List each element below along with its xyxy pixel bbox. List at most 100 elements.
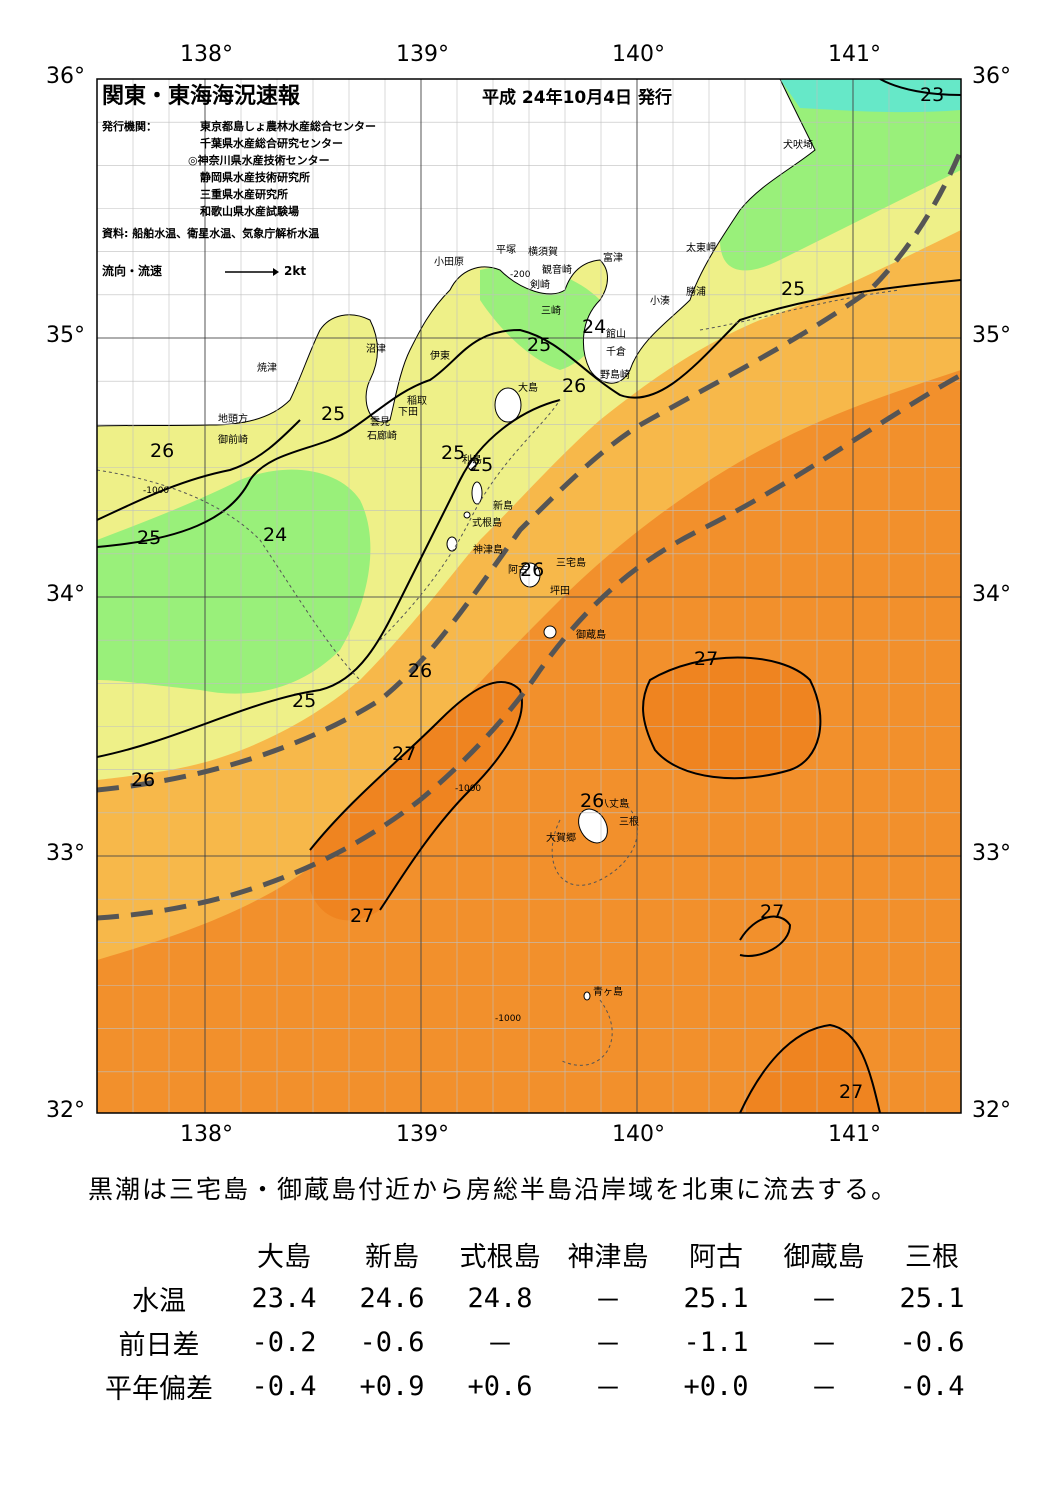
issuer-item: 東京都島しょ農林水産総合センター [200, 120, 376, 133]
island-oshima [494, 387, 522, 423]
place-label: 三崎 [541, 306, 561, 317]
table-cell: -0.4 [251, 1370, 317, 1402]
place-label: 神津島 [473, 545, 503, 556]
island-hachijojima [578, 808, 608, 844]
table-cell: +0.0 [683, 1370, 749, 1402]
table-cell: － [810, 1285, 838, 1317]
column-header: 御蔵島 [783, 1241, 865, 1273]
table-cell: － [810, 1329, 838, 1361]
lon-tick-top-141: 141° [828, 42, 881, 67]
place-label: 三宅島 [556, 558, 586, 569]
lat-tick-right-34: 34° [972, 582, 1011, 607]
table-cell: +0.6 [467, 1370, 533, 1402]
table-cell: 25.1 [683, 1282, 749, 1314]
lon-tick-bottom-140: 140° [612, 1122, 665, 1147]
table-row: 前日差 -0.2 -0.6 － － -1.1 － -0.6 [88, 1320, 986, 1364]
issuer-label: 発行機関： [102, 120, 157, 133]
place-label: 剣崎 [530, 280, 550, 291]
sea-24-zone-west [97, 469, 371, 694]
table-cell: -0.6 [899, 1326, 965, 1358]
place-label: 小湊 [650, 296, 670, 307]
place-label: 野島崎 [600, 370, 630, 381]
place-label: 青ヶ島 [593, 987, 623, 998]
place-label: 富津 [603, 253, 623, 264]
island-mikurajima [543, 625, 557, 639]
isotherm-label: 25 [441, 442, 466, 464]
column-header: 神津島 [567, 1241, 649, 1273]
place-label: 勝浦 [686, 287, 706, 298]
issuer-item: 千葉県水産総合研究センター [200, 137, 343, 150]
table-cell: 23.4 [251, 1282, 317, 1314]
lat-tick-left-36: 36° [46, 64, 85, 89]
kuroshio-axis [97, 149, 961, 921]
table-cell: -0.2 [251, 1326, 317, 1358]
table-cell: － [810, 1373, 838, 1405]
place-label: 館山 [606, 329, 626, 340]
isotherm-label: 26 [150, 440, 175, 462]
place-label: 平塚 [496, 245, 516, 256]
table-cell: 24.6 [359, 1282, 425, 1314]
isotherm-label: 25 [292, 690, 317, 712]
isotherm-label: 27 [760, 901, 785, 923]
place-label: 新島 [493, 501, 513, 512]
place-label: 伊東 [430, 351, 450, 362]
place-label: 坪田 [550, 586, 570, 597]
place-label: 観音崎 [542, 265, 572, 276]
isotherm-label: 27 [392, 743, 417, 765]
lat-tick-left-34: 34° [46, 582, 85, 607]
table-cell: -0.4 [899, 1370, 965, 1402]
lat-tick-right-36: 36° [972, 64, 1011, 89]
isotherm-label: 24 [263, 524, 288, 546]
island-niijima [471, 481, 483, 505]
isotherm-label: 26 [408, 660, 433, 682]
isotherm-label: 26 [562, 375, 587, 397]
place-label: 大島 [518, 383, 538, 394]
row-header: 前日差 [118, 1329, 200, 1361]
table-cell: +0.9 [359, 1370, 425, 1402]
lon-tick-bottom-141: 141° [828, 1122, 881, 1147]
issue-date: 平成 24年10月4日 発行 [482, 88, 672, 108]
data-source: 資料: 船舶水温、衛星水温、気象庁解析水温 [102, 227, 320, 240]
flow-scale: 2kt [284, 264, 307, 278]
lon-tick-top-138: 138° [180, 42, 233, 67]
lat-tick-right-35: 35° [972, 323, 1011, 348]
table-cell: 24.8 [467, 1282, 533, 1314]
isotherm-label: 26 [520, 559, 545, 581]
flow-arrow-icon [225, 268, 279, 276]
lat-tick-right-32: 32° [972, 1098, 1011, 1123]
isotherm-label: 25 [321, 403, 346, 425]
place-label: 御前崎 [218, 435, 248, 446]
row-header: 水温 [132, 1285, 186, 1317]
table-cell: － [486, 1329, 514, 1361]
map-title: 関東・東海海況速報 [102, 84, 301, 109]
sea-23-zone [780, 79, 961, 113]
table-row: 平年偏差 -0.4 +0.9 +0.6 － +0.0 － -0.4 [88, 1364, 986, 1408]
place-label: 小田原 [434, 257, 464, 268]
place-label: 犬吠埼 [783, 140, 813, 151]
lat-tick-left-33: 33° [46, 841, 85, 866]
table-cell: － [594, 1373, 622, 1405]
column-header: 三根 [905, 1241, 959, 1273]
island-aogashima [583, 991, 591, 1001]
lon-tick-top-140: 140° [612, 42, 665, 67]
place-label: 焼津 [257, 363, 277, 374]
column-header: 大島 [257, 1241, 311, 1273]
table-row: 水温 23.4 24.6 24.8 － 25.1 － 25.1 [88, 1276, 986, 1320]
isotherm-label: 26 [131, 769, 156, 791]
table-cell: 25.1 [899, 1282, 965, 1314]
table-cell: -1.1 [683, 1326, 749, 1358]
lat-tick-left-32: 32° [46, 1098, 85, 1123]
depth-label: -1000 [495, 1014, 522, 1024]
place-label: 横須賀 [528, 247, 558, 258]
isotherms [97, 79, 961, 1113]
sea-27-patch-se [740, 1025, 880, 1113]
column-header: 式根島 [459, 1241, 541, 1273]
issuer-item: 静岡県水産技術研究所 [200, 171, 310, 184]
lon-tick-top-139: 139° [396, 42, 449, 67]
table-cell: -0.6 [359, 1326, 425, 1358]
place-label: 御蔵島 [576, 630, 606, 641]
lat-tick-right-33: 33° [972, 841, 1011, 866]
issuer-item: ◎神奈川県水産技術センター [188, 154, 330, 167]
isotherm-label: 25 [469, 454, 494, 476]
